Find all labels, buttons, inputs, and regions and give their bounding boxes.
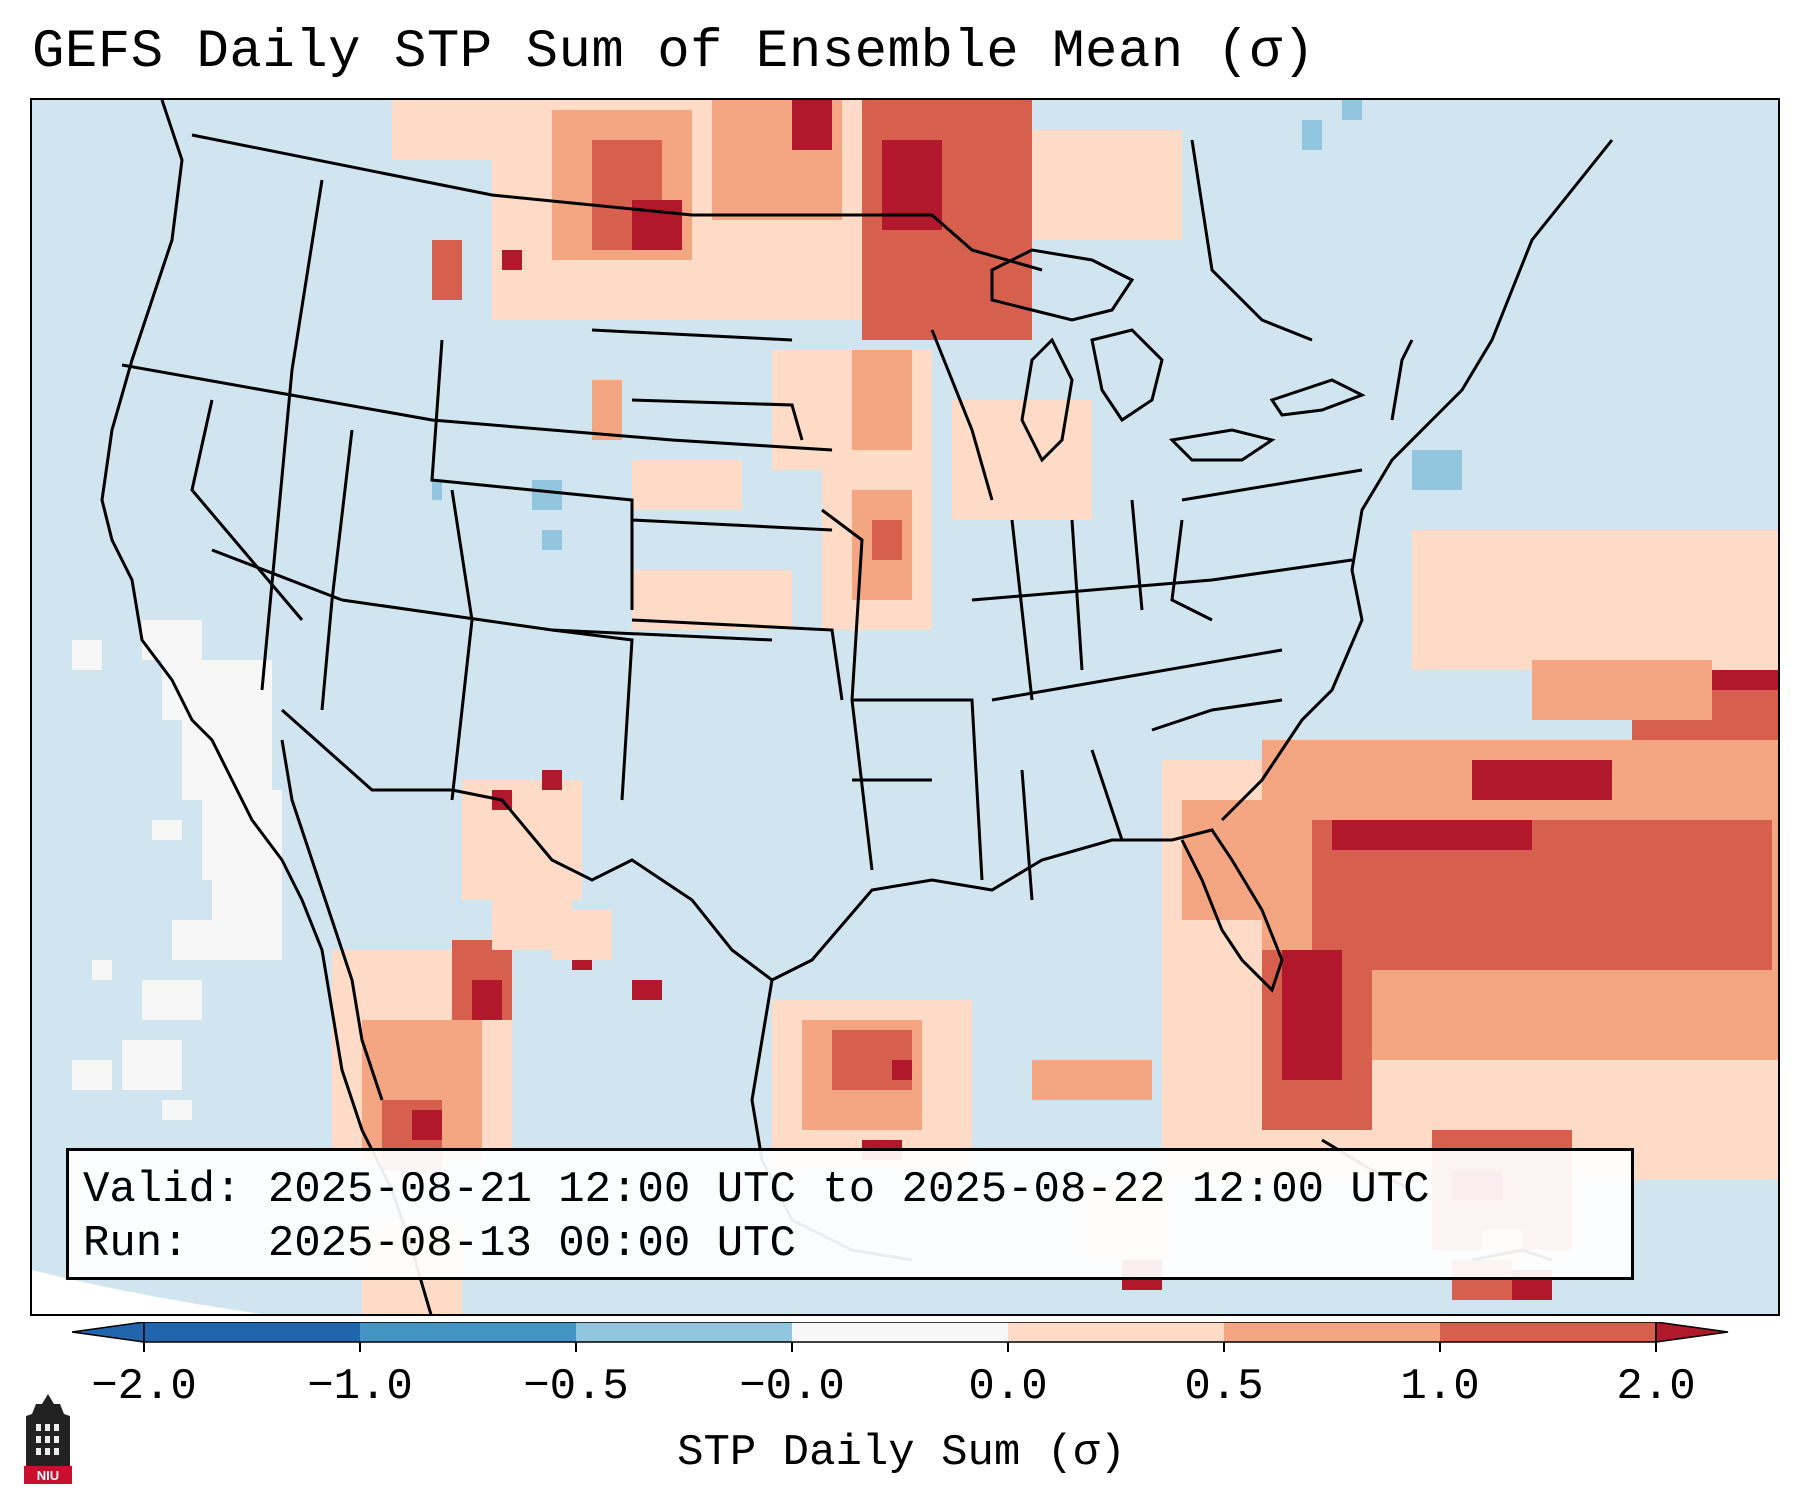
colorbar [72,1322,1729,1352]
colorbar-label: STP Daily Sum (σ) [677,1428,1126,1478]
colorbar-bin [576,1322,792,1342]
colorbar-bin [1440,1322,1656,1342]
stp-map[interactable] [30,98,1780,1316]
colorbar-max-extend [1655,1322,1729,1343]
neutral-field-pacific [72,620,282,1120]
colorbar-tick-label: 1.0 [1400,1362,1480,1412]
run-time-line: Run: 2025-08-13 00:00 UTC [83,1219,796,1269]
colorbar-tick-label: −0.0 [739,1362,845,1412]
map-title: GEFS Daily STP Sum of Ensemble Mean (σ) [32,22,1316,83]
colorbar-bin [1008,1322,1224,1342]
university-tower-icon: NIU [24,1394,72,1484]
colorbar-bin [144,1322,360,1342]
colorbar-min-extend [72,1322,145,1343]
map-domain-edge [32,1270,263,1314]
map-canvas [32,100,1778,1314]
colorbar-tick-label: 0.5 [1184,1362,1264,1412]
colorbar-tick-label: −1.0 [307,1362,413,1412]
logo-text: NIU [37,1468,59,1483]
colorbar-tick-label: −2.0 [91,1362,197,1412]
colorbar-tick-label: 2.0 [1616,1362,1696,1412]
valid-time-line: Valid: 2025-08-21 12:00 UTC to 2025-08-2… [83,1165,1430,1215]
anomaly-negative [432,100,1462,550]
colorbar-bin [1224,1322,1440,1342]
colorbar-tick-label: 0.0 [968,1362,1048,1412]
valid-run-info-box: Valid: 2025-08-21 12:00 UTC to 2025-08-2… [66,1148,1634,1280]
colorbar-bin [360,1322,576,1342]
anomaly-northern-plains [392,100,1182,630]
colorbar-tick-label: −0.5 [523,1362,629,1412]
colorbar-bin [792,1322,1008,1342]
